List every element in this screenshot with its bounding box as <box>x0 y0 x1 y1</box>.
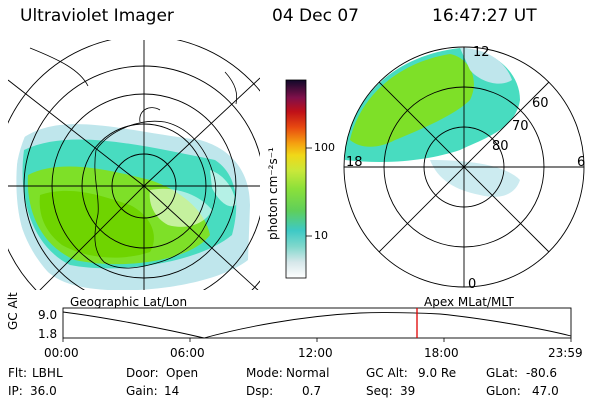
glon-value: 47.0 <box>532 384 559 398</box>
glat-label: GLat: <box>486 366 519 380</box>
altitude-axis-label: GC Alt <box>6 292 20 330</box>
time-tick-2359: 23:59 <box>548 346 583 360</box>
altitude-tick-high: 9.0 <box>38 308 58 322</box>
time-tick-1800: 18:00 <box>424 346 459 360</box>
geographic-polar-map <box>8 40 260 290</box>
flt-label: Flt: <box>8 366 27 380</box>
time-tick-1200: 12:00 <box>298 346 333 360</box>
color-scale-bar <box>285 79 312 279</box>
right-mlt-grid <box>344 47 584 287</box>
gc-alt-value: 9.0 Re <box>418 366 457 380</box>
left-emission-image <box>16 124 250 290</box>
instrument-title: Ultraviolet Imager <box>20 6 174 26</box>
gain-value: 14 <box>164 384 180 398</box>
observation-time: 16:47:27 UT <box>432 6 537 26</box>
ip-value: 36.0 <box>30 384 57 398</box>
magnetic-polar-map <box>343 46 585 288</box>
mode-value: Normal <box>286 366 330 380</box>
colorbar-tick-10: 10 <box>314 229 328 242</box>
door-label: Door: <box>126 366 159 380</box>
gain-label: Gain: <box>126 384 158 398</box>
colorbar-unit-label: photon cm⁻²s⁻¹ <box>266 147 280 240</box>
gc-alt-label: GC Alt: <box>366 366 408 380</box>
mlt-label-12: 12 <box>473 45 490 60</box>
altitude-curve <box>62 311 572 339</box>
observation-date: 04 Dec 07 <box>272 6 359 26</box>
seq-value: 39 <box>400 384 416 398</box>
dsp-label: Dsp: <box>246 384 274 398</box>
mlat-label-60: 60 <box>532 96 549 111</box>
colorbar-tick-100: 100 <box>314 141 335 154</box>
glat-value: -80.6 <box>526 366 558 380</box>
right-emission-image <box>345 48 520 197</box>
right-panel-caption: Apex MLat/MLT <box>424 295 514 309</box>
altitude-timeline <box>62 307 572 342</box>
seq-label: Seq: <box>366 384 393 398</box>
dsp-value: 0.7 <box>302 384 322 398</box>
left-panel-caption: Geographic Lat/Lon <box>70 295 188 309</box>
glon-label: GLon: <box>486 384 521 398</box>
door-value: Open <box>166 366 199 380</box>
mlt-label-6: 6 <box>577 155 586 170</box>
altitude-tick-low: 1.8 <box>38 327 58 341</box>
left-longitude-grid <box>8 40 260 290</box>
mlat-label-80: 80 <box>492 139 509 154</box>
mlt-label-0: 0 <box>468 277 477 292</box>
mode-label: Mode: <box>246 366 283 380</box>
flt-value: LBHL <box>32 366 63 380</box>
time-tick-0600: 06:00 <box>170 346 205 360</box>
time-tick-0000: 00:00 <box>44 346 79 360</box>
mlat-label-70: 70 <box>512 119 529 134</box>
antarctica-coastline <box>94 120 217 269</box>
ip-label: IP: <box>8 384 23 398</box>
mlt-label-18: 18 <box>346 155 363 170</box>
